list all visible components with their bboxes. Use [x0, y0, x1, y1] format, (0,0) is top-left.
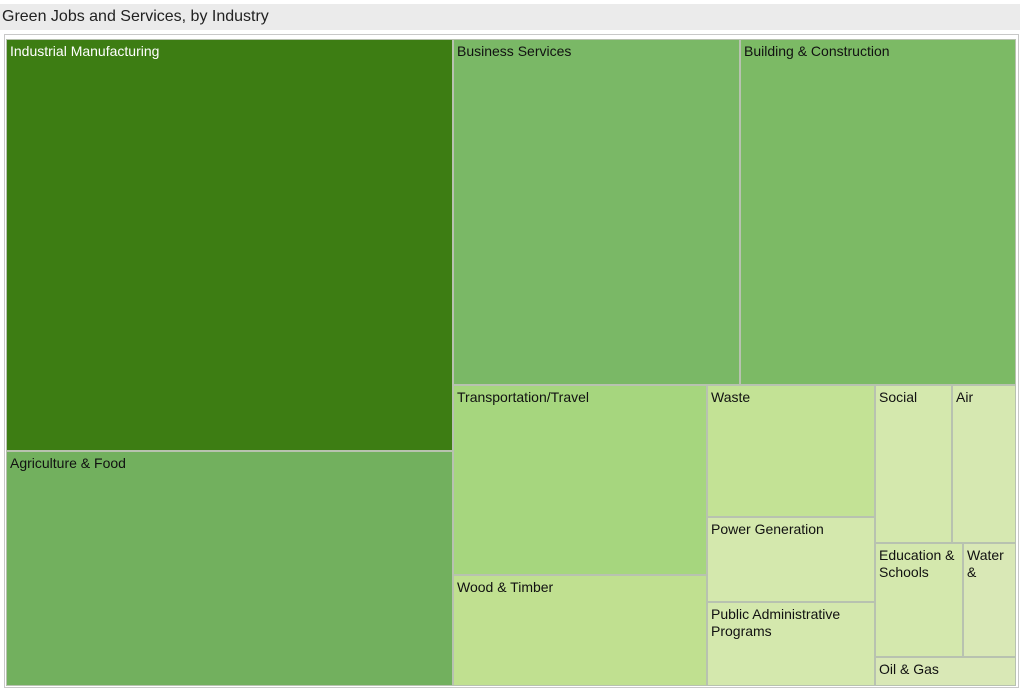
- treemap-tile[interactable]: Waste: [707, 385, 875, 517]
- treemap-tile[interactable]: Oil & Gas: [875, 657, 1016, 686]
- treemap-tile[interactable]: Power Generation: [707, 517, 875, 602]
- treemap-tile-label: Social: [879, 389, 918, 405]
- treemap-tile[interactable]: Education & Schools: [875, 543, 963, 657]
- treemap-tile-label: Power Generation: [711, 521, 824, 537]
- treemap-tile-label: Oil & Gas: [879, 661, 939, 677]
- treemap-tile[interactable]: Water &: [963, 543, 1016, 657]
- treemap-tile[interactable]: Business Services: [453, 39, 740, 385]
- treemap-tile-label: Education & Schools: [879, 547, 955, 580]
- treemap-tile-label: Transportation/Travel: [457, 389, 590, 405]
- chart-title-bar: Green Jobs and Services, by Industry: [0, 4, 1020, 30]
- treemap-tile[interactable]: Social: [875, 385, 952, 543]
- treemap-tile[interactable]: Wood & Timber: [453, 575, 707, 686]
- treemap-tile[interactable]: Industrial Manufacturing: [6, 39, 453, 451]
- treemap-tile[interactable]: Agriculture & Food: [6, 451, 453, 686]
- treemap-tile-label: Waste: [711, 389, 751, 405]
- treemap-tile-label: Water &: [967, 547, 1004, 580]
- treemap-tile[interactable]: Air: [952, 385, 1016, 543]
- treemap-tile[interactable]: Public Administrative Programs: [707, 602, 875, 686]
- treemap-tile-label: Public Administrative Programs: [711, 606, 841, 639]
- treemap-tile-label: Business Services: [457, 43, 572, 59]
- treemap-area: Industrial Manufacturing Agriculture & Fo…: [6, 39, 1016, 686]
- treemap-tile-label: Air: [956, 389, 974, 405]
- treemap-tile[interactable]: Building & Construction: [740, 39, 1016, 385]
- treemap-tile[interactable]: Transportation/Travel: [453, 385, 707, 575]
- treemap-tile-label: Building & Construction: [744, 43, 890, 59]
- treemap-tile-label: Agriculture & Food: [10, 455, 126, 471]
- treemap-tile-label: Industrial Manufacturing: [10, 43, 160, 59]
- treemap-tile-label: Wood & Timber: [457, 579, 554, 595]
- chart-title: Green Jobs and Services, by Industry: [2, 8, 269, 25]
